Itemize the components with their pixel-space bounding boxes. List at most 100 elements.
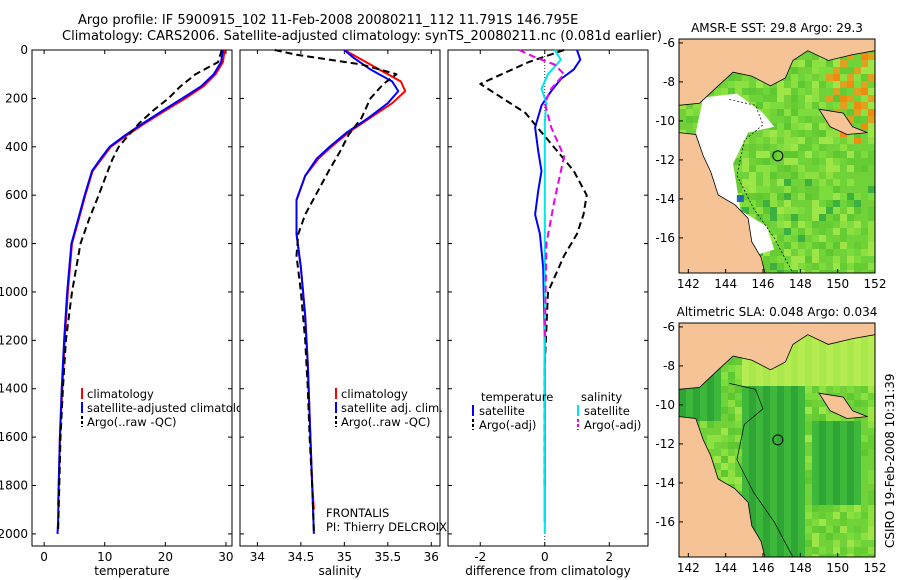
- map-cell: [749, 179, 757, 187]
- map-cell: [854, 449, 862, 457]
- map-cell: [707, 386, 715, 394]
- map-cell: [784, 484, 792, 492]
- map-cell: [833, 193, 841, 201]
- map-cell: [770, 442, 778, 450]
- map-cell: [805, 95, 813, 103]
- map-cell: [770, 470, 778, 478]
- panel-salinity: 34 34.5 35 35.5 36 salinity climatologysatelli…: [239, 49, 447, 578]
- map-cell: [763, 372, 771, 380]
- map-cell: [749, 151, 757, 159]
- map-cell: [861, 526, 869, 534]
- map-cell: [707, 400, 715, 408]
- map-cell: [840, 414, 848, 422]
- map-cell: [784, 540, 792, 548]
- map-cell: [791, 123, 799, 131]
- map-cell: [819, 200, 827, 208]
- map-cell: [840, 214, 848, 222]
- map-cell: [805, 200, 813, 208]
- map-cell: [728, 74, 736, 82]
- map-cell: [777, 249, 785, 257]
- map-cell: [819, 372, 827, 380]
- y-tick-label: 1200: [0, 333, 28, 347]
- map-cell: [854, 344, 862, 352]
- map-cell: [784, 130, 792, 138]
- map-cell: [742, 491, 750, 499]
- map-cell: [854, 151, 862, 159]
- map-cell: [847, 263, 855, 271]
- map-cell: [819, 137, 827, 145]
- map-cell: [777, 95, 785, 103]
- y-tick-label: 800: [5, 237, 28, 251]
- map-cell: [833, 365, 841, 373]
- map-cell: [819, 477, 827, 485]
- map-cell: [707, 407, 715, 415]
- map-cell: [728, 463, 736, 471]
- map-cell: [861, 193, 869, 201]
- map-cell: [791, 207, 799, 215]
- map-cell: [833, 228, 841, 236]
- map-cell: [728, 400, 736, 408]
- map-cell: [749, 74, 757, 82]
- map-cell: [812, 123, 820, 131]
- map-cell: [854, 200, 862, 208]
- map-cell: [784, 547, 792, 555]
- map-cell: [861, 344, 869, 352]
- map-cell: [847, 193, 855, 201]
- map-cell: [735, 449, 743, 457]
- map-cell: [756, 200, 764, 208]
- map-cell: [763, 491, 771, 499]
- x-tick-label: 35.5: [374, 550, 401, 564]
- map-cell: [784, 491, 792, 499]
- map-cell: [714, 421, 722, 429]
- legend-entry: satellite adj. clim.: [341, 401, 443, 415]
- map-cell: [847, 533, 855, 541]
- map-cell: [854, 470, 862, 478]
- map-cell: [784, 242, 792, 250]
- map-cell: [861, 358, 869, 366]
- map-cell: [833, 263, 841, 271]
- legend-entry: climatology: [87, 387, 154, 401]
- map-cell: [868, 554, 875, 557]
- map-cell: [861, 165, 869, 173]
- map-cell: [798, 526, 806, 534]
- map-cell: [777, 428, 785, 436]
- map-cell: [798, 200, 806, 208]
- series-temperature-argo-adj-: [479, 49, 588, 486]
- map-cell: [868, 512, 875, 520]
- map-cell: [756, 435, 764, 443]
- map-cell: [777, 379, 785, 387]
- map-cell: [847, 137, 855, 145]
- map-cell: [777, 540, 785, 548]
- map-cell: [721, 365, 729, 373]
- map-cell: [826, 547, 834, 555]
- map-cell: [868, 386, 875, 394]
- map-cell: [861, 435, 869, 443]
- map-cell: [854, 263, 862, 271]
- legend-entry: Argo(-adj): [584, 418, 641, 432]
- map-cell: [777, 144, 785, 152]
- map-cell: [868, 491, 875, 499]
- map-cell: [833, 379, 841, 387]
- map-cell: [847, 498, 855, 506]
- map-cell: [861, 477, 869, 485]
- x-tick-label: 148: [789, 277, 812, 291]
- map-cell: [784, 512, 792, 520]
- map-cell: [721, 379, 729, 387]
- map-cell: [868, 428, 875, 436]
- map-cell: [798, 484, 806, 492]
- map-cell: [833, 498, 841, 506]
- y-tick-label: 2000: [0, 527, 28, 541]
- map-cell: [756, 526, 764, 534]
- map-cell: [798, 498, 806, 506]
- map-title: Altimetric SLA: 0.048 Argo: 0.034: [677, 305, 878, 319]
- map-cell: [763, 144, 771, 152]
- map-cell: [819, 228, 827, 236]
- map-cell: [805, 256, 813, 264]
- map-cell: [805, 512, 813, 520]
- map-cell: [742, 158, 750, 166]
- map-cell: [826, 242, 834, 250]
- map-cell: [833, 221, 841, 229]
- cold-pixel: [736, 195, 744, 202]
- map-cell: [854, 526, 862, 534]
- map-cell: [798, 235, 806, 243]
